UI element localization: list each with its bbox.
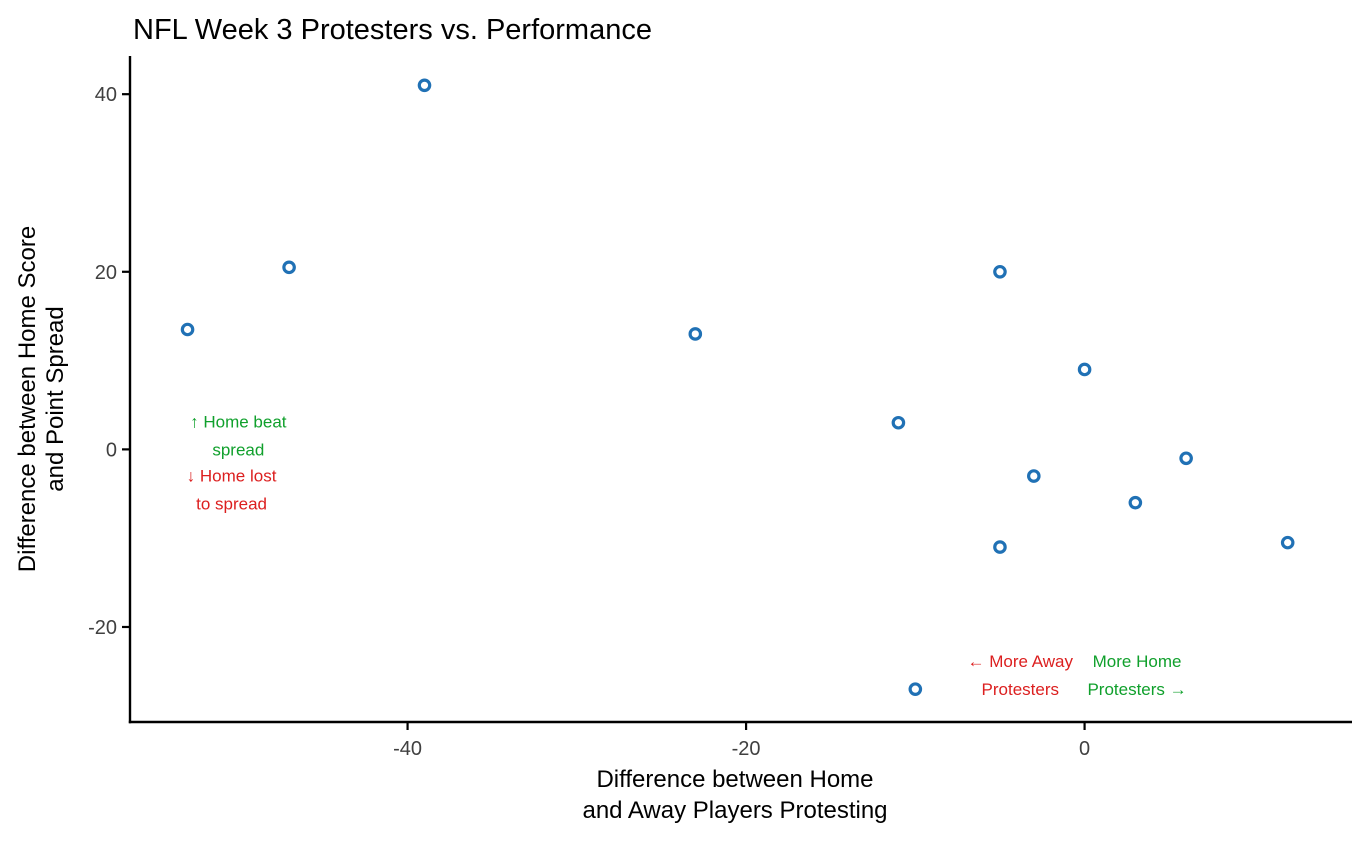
- data-point: [1077, 362, 1092, 377]
- home-lost-spread-note-line1: ↓ Home lost: [187, 466, 277, 485]
- y-tick-label: -20: [88, 617, 117, 639]
- home-lost-spread-note: ↓ Home lost to spread: [187, 466, 277, 513]
- data-point: [417, 78, 432, 93]
- data-point: [1280, 535, 1295, 550]
- data-point: [688, 327, 703, 341]
- x-axis-ticks: -40 -20 0: [393, 722, 1090, 760]
- data-point: [993, 540, 1007, 554]
- y-axis-ticks: 40 20 0 -20: [88, 84, 130, 639]
- more-home-protesters-note: More Home Protesters →: [1087, 652, 1186, 699]
- data-point: [1128, 495, 1143, 510]
- plot-annotations: ↑ Home beat spread ↓ Home lost to spread ← M…: [187, 412, 1187, 699]
- home-beat-spread-note: ↑ Home beat spread: [190, 412, 287, 459]
- y-axis-title: Difference between Home Score and Point S…: [14, 226, 69, 572]
- y-axis-title-line1: Difference between Home Score: [14, 226, 41, 572]
- home-beat-spread-note-line2: spread: [212, 440, 264, 459]
- y-tick-label: 40: [95, 84, 117, 106]
- x-tick-label: 0: [1079, 738, 1090, 760]
- x-axis-title: Difference between Home and Away Players …: [582, 766, 887, 824]
- x-axis-title-line1: Difference between Home: [596, 766, 873, 793]
- y-axis-title-line2: and Point Spread: [42, 306, 69, 491]
- home-beat-spread-note-line1: ↑ Home beat: [190, 412, 287, 431]
- data-point: [908, 682, 923, 696]
- data-point: [1027, 469, 1041, 483]
- more-away-protesters-note: ← More Away Protesters: [968, 652, 1074, 699]
- home-lost-spread-note-line2: to spread: [196, 494, 267, 513]
- more-home-protesters-note-line1: More Home: [1093, 652, 1182, 671]
- x-axis-title-line2: and Away Players Protesting: [582, 797, 887, 824]
- x-tick-label: -20: [732, 738, 761, 760]
- x-tick-label: -40: [393, 738, 422, 760]
- data-point: [1179, 451, 1193, 466]
- data-point: [891, 415, 906, 430]
- data-points: [180, 78, 1295, 696]
- y-tick-label: 20: [95, 262, 117, 284]
- data-point: [180, 322, 195, 337]
- y-tick-label: 0: [106, 439, 117, 461]
- more-away-protesters-note-line1: ← More Away: [968, 652, 1074, 671]
- chart-title: NFL Week 3 Protesters vs. Performance: [133, 14, 652, 46]
- data-point: [993, 264, 1007, 279]
- more-away-protesters-note-line2: Protesters: [982, 680, 1059, 699]
- data-point: [282, 260, 296, 275]
- more-home-protesters-note-line2: Protesters →: [1087, 680, 1186, 699]
